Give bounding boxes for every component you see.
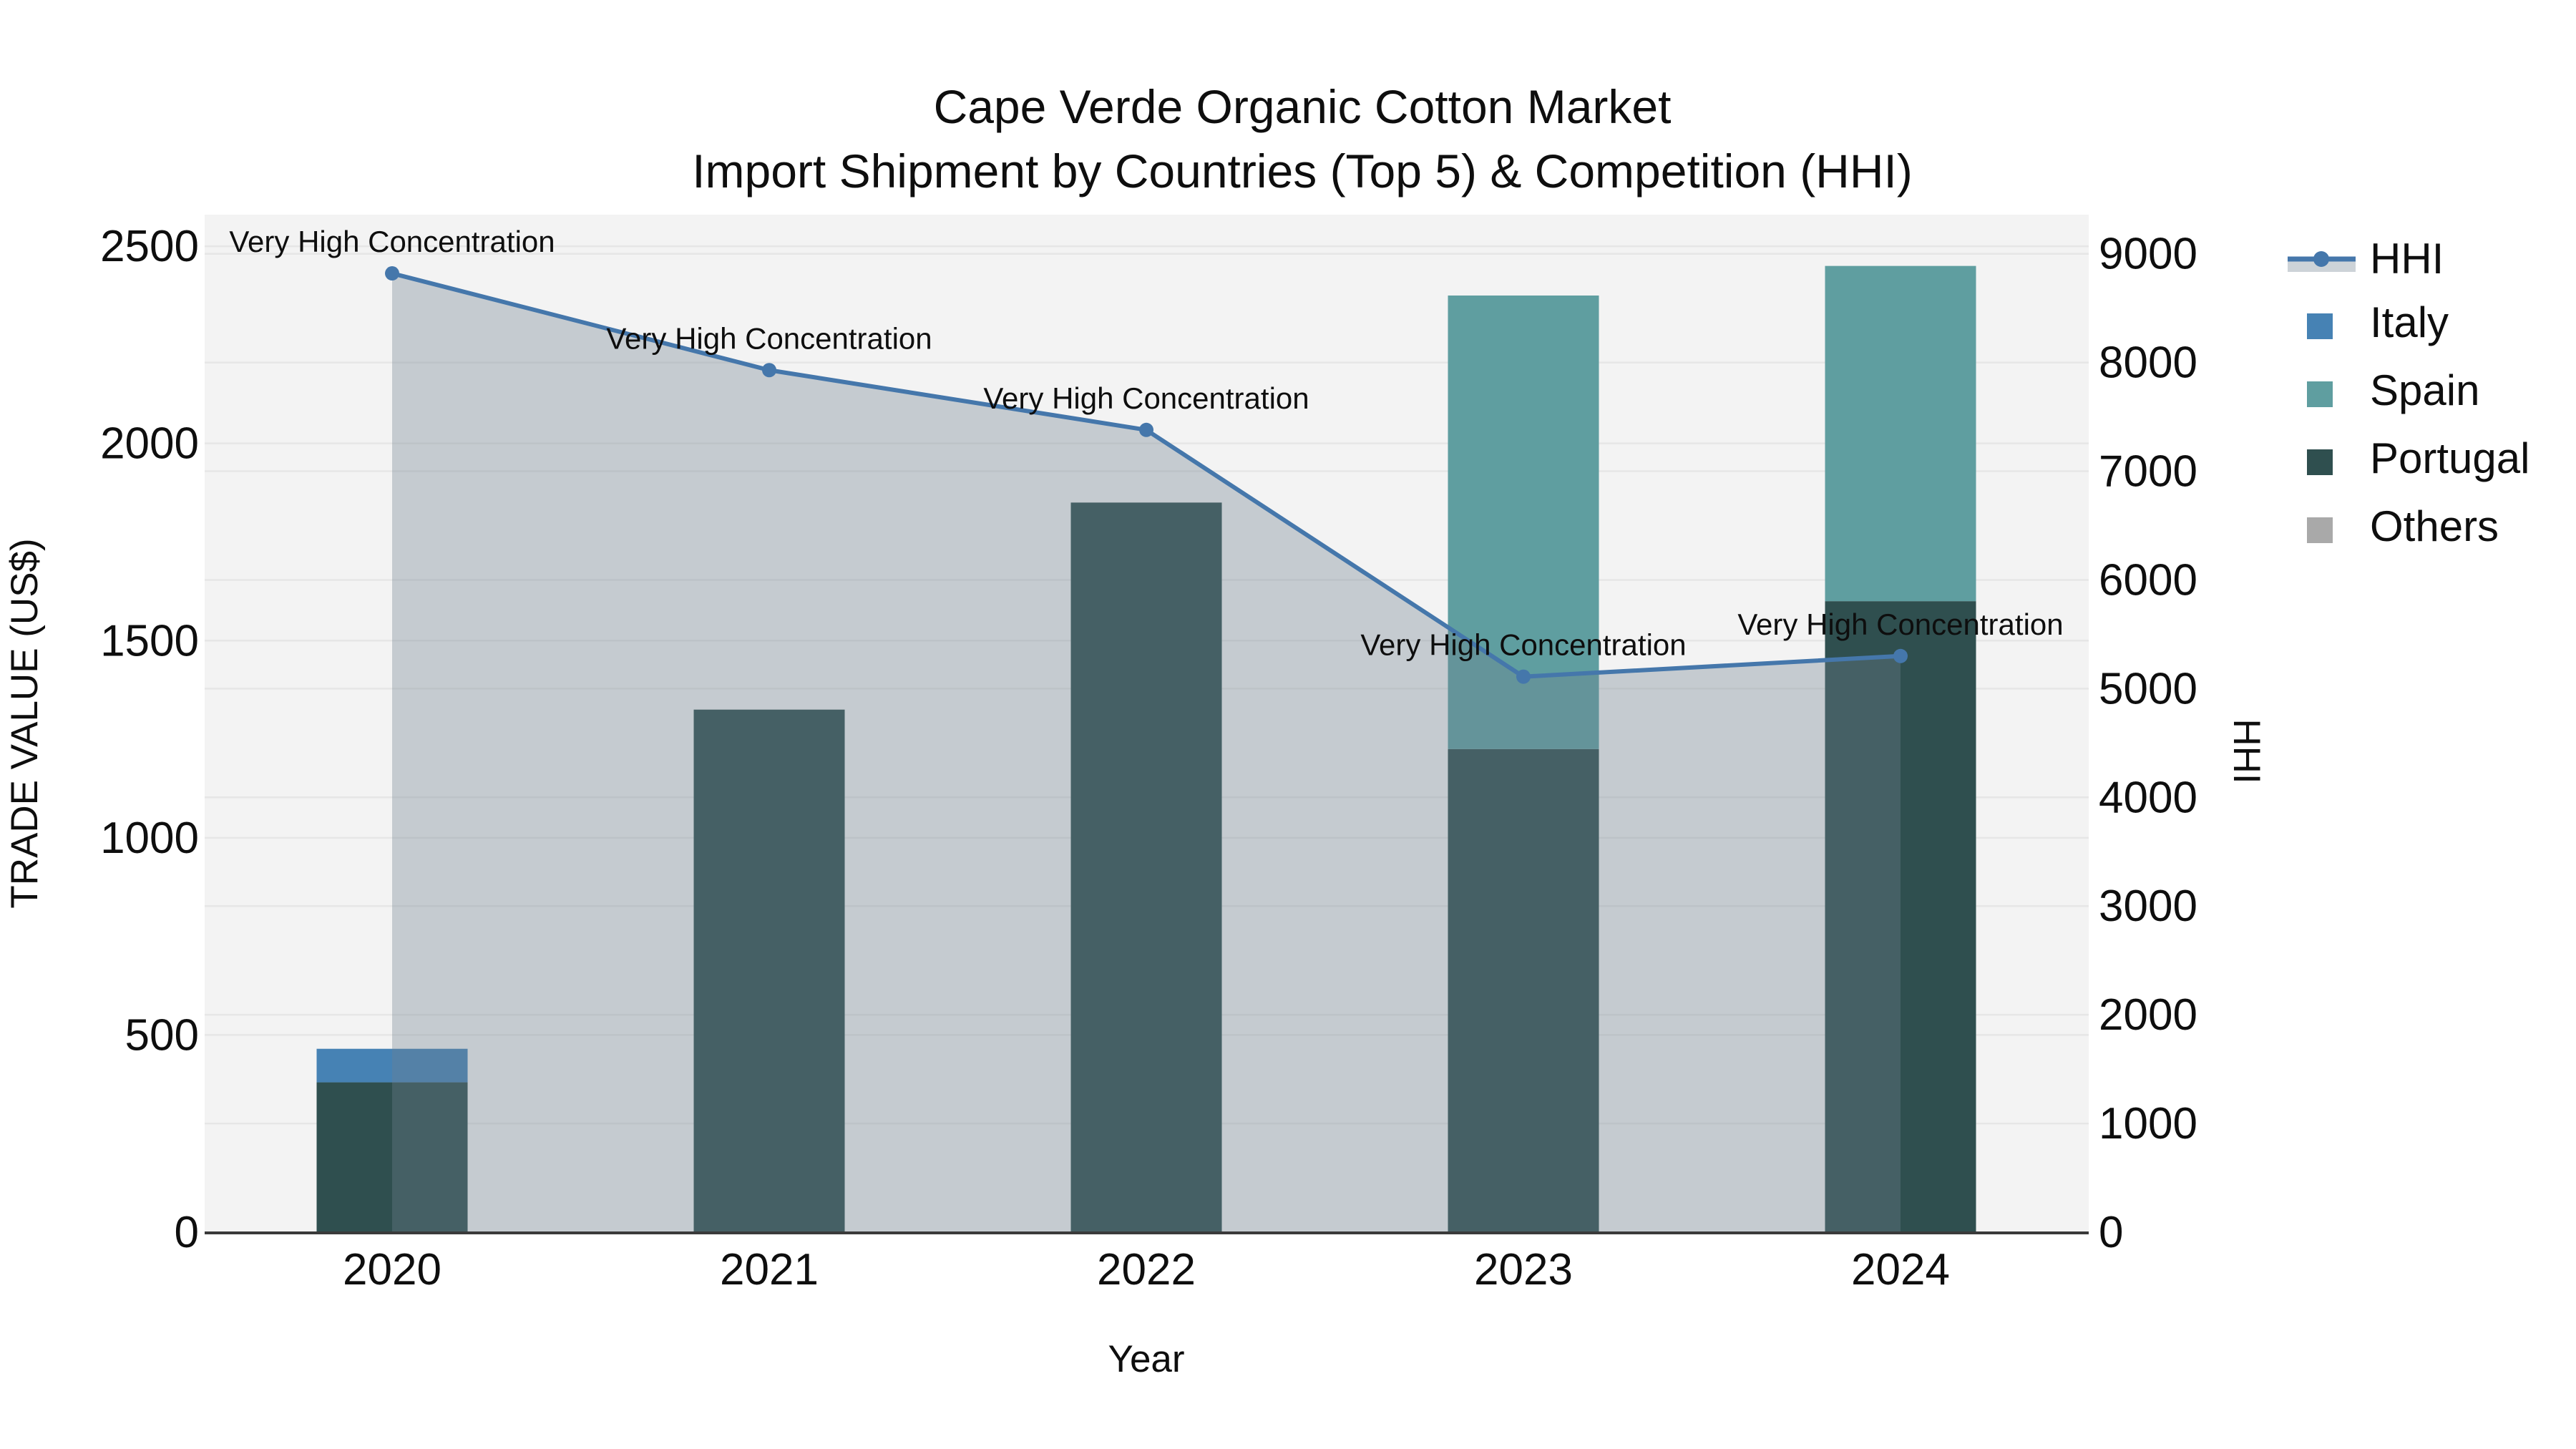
plot-area: Very High Concentration Very High Concent… — [100, 215, 2529, 1294]
y-left-tick-2500: 2500 — [100, 222, 199, 271]
y-left-axis-title: TRADE VALUE (US$) — [4, 538, 46, 908]
legend-label-spain: Spain — [2370, 366, 2479, 414]
x-tick-2021: 2021 — [720, 1245, 819, 1294]
y-left-tick-1500: 1500 — [100, 616, 199, 665]
y-right-tick-5000: 5000 — [2099, 664, 2197, 713]
annotation-2020: Very High Concentration — [229, 225, 555, 258]
y-right-tick-2000: 2000 — [2099, 990, 2197, 1040]
y-left-tick-0: 0 — [175, 1208, 199, 1257]
legend-label-italy: Italy — [2370, 298, 2449, 346]
y-right-tick-6000: 6000 — [2099, 555, 2197, 605]
legend-label-hhi: HHI — [2370, 235, 2444, 283]
chart-title-line1: Cape Verde Organic Cotton Market — [934, 80, 1672, 133]
annotation-2023: Very High Concentration — [1360, 628, 1686, 662]
y-right-tick-3000: 3000 — [2099, 882, 2197, 931]
annotation-2024: Very High Concentration — [1737, 608, 2063, 641]
x-tick-2020: 2020 — [343, 1245, 441, 1294]
legend-label-portugal: Portugal — [2370, 434, 2529, 482]
bar-segment-portugal-2021 — [693, 709, 845, 1232]
y-right-tick-0: 0 — [2099, 1208, 2123, 1257]
annotation-2021: Very High Concentration — [606, 321, 932, 355]
y-right-tick-9000: 9000 — [2099, 230, 2197, 279]
legend-swatch-italy — [2307, 313, 2333, 339]
legend-swatch-spain — [2307, 381, 2333, 407]
hhi-area-fill — [392, 273, 1901, 1232]
bar-segment-portugal-2023 — [1448, 748, 1599, 1232]
bar-segment-portugal-2022 — [1070, 502, 1222, 1232]
y-right-tick-4000: 4000 — [2099, 773, 2197, 822]
chart-title-line2: Import Shipment by Countries (Top 5) & C… — [692, 145, 1913, 197]
hhi-point-2024 — [1893, 648, 1908, 663]
y-right-tick-7000: 7000 — [2099, 447, 2197, 497]
y-right-axis-title: HHI — [2225, 718, 2268, 784]
legend-swatch-others — [2307, 517, 2333, 543]
hhi-point-2021 — [762, 363, 776, 378]
y-left-tick-2000: 2000 — [100, 419, 199, 469]
x-tick-2023: 2023 — [1474, 1245, 1573, 1294]
legend-hhi-marker-icon — [2313, 251, 2329, 267]
y-right-tick-1000: 1000 — [2099, 1099, 2197, 1148]
bar-segment-portugal-2024 — [1825, 601, 1976, 1232]
annotation-2022: Very High Concentration — [983, 381, 1309, 415]
legend-label-others: Others — [2370, 502, 2499, 550]
y-left-tick-1000: 1000 — [100, 814, 199, 863]
hhi-point-2022 — [1139, 422, 1153, 437]
x-axis-title: Year — [1108, 1338, 1184, 1380]
y-left-tick-500: 500 — [125, 1010, 199, 1060]
hhi-point-2023 — [1516, 669, 1531, 684]
bar-segment-italy-2020 — [316, 1048, 468, 1083]
bar-segment-portugal-2020 — [316, 1082, 468, 1232]
legend-swatch-portugal — [2307, 449, 2333, 475]
bar-segment-spain-2024 — [1825, 265, 1976, 602]
x-tick-2022: 2022 — [1097, 1245, 1196, 1294]
y-right-tick-8000: 8000 — [2099, 338, 2197, 388]
x-tick-2024: 2024 — [1851, 1245, 1950, 1294]
hhi-point-2020 — [385, 266, 399, 281]
